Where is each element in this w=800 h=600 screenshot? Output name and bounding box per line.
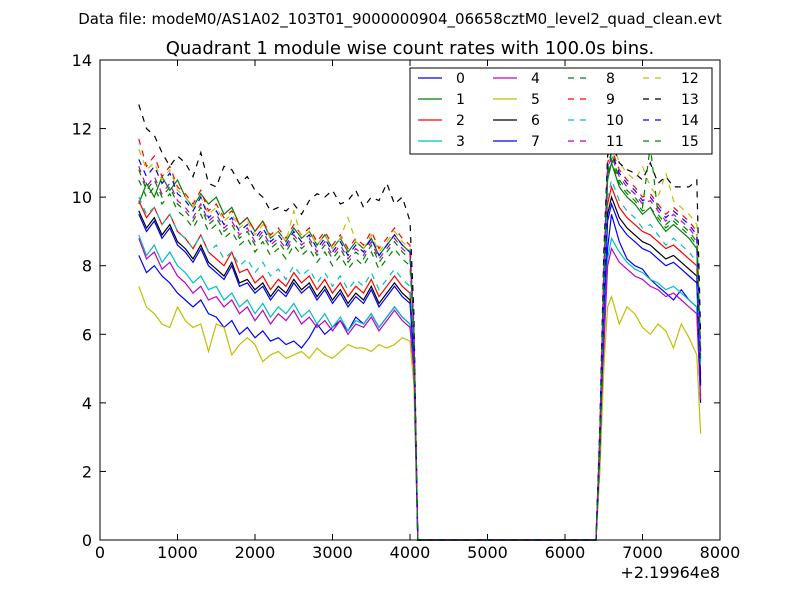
chart-suptitle: Data file: modeM0/AS1A02_103T01_90000009… bbox=[78, 10, 722, 29]
legend-label-1: 1 bbox=[456, 92, 465, 108]
legend-label-6: 6 bbox=[531, 113, 540, 129]
legend-label-11: 11 bbox=[606, 134, 624, 150]
ticks-layer: 0 1000 2000 3000 4000 5000 6000 7000 80000246810… bbox=[72, 51, 741, 562]
y-tick-label: 12 bbox=[72, 120, 92, 139]
x-tick-label: 1000 bbox=[157, 543, 198, 562]
x-tick-label: 2000 bbox=[235, 543, 276, 562]
legend-label-7: 7 bbox=[531, 134, 540, 150]
legend-label-2: 2 bbox=[456, 113, 465, 129]
x-tick-label: 4000 bbox=[390, 543, 431, 562]
y-tick-label: 0 bbox=[82, 531, 92, 550]
series-layer bbox=[138, 104, 702, 541]
legend-label-14: 14 bbox=[681, 113, 699, 129]
x-offset-label: +2.19964e8 bbox=[620, 563, 720, 582]
series-line-1 bbox=[138, 160, 702, 541]
legend-label-8: 8 bbox=[606, 71, 615, 87]
series-line-6 bbox=[138, 195, 702, 541]
y-tick-label: 14 bbox=[72, 51, 92, 70]
y-tick-label: 6 bbox=[82, 325, 92, 344]
legend-label-9: 9 bbox=[606, 92, 615, 108]
series-line-3 bbox=[138, 234, 702, 541]
chart-title: Quadrant 1 module wise count rates with … bbox=[166, 38, 655, 59]
x-tick-label: 5000 bbox=[467, 543, 508, 562]
y-tick-label: 10 bbox=[72, 188, 92, 207]
series-line-4 bbox=[138, 238, 702, 541]
series-line-15 bbox=[138, 145, 702, 541]
series-line-7 bbox=[138, 201, 702, 541]
legend-label-15: 15 bbox=[681, 134, 699, 150]
x-tick-label: 6000 bbox=[545, 543, 586, 562]
legend-label-13: 13 bbox=[681, 92, 699, 108]
y-tick-label: 4 bbox=[82, 394, 92, 413]
series-line-0 bbox=[138, 214, 702, 541]
y-tick-label: 8 bbox=[82, 257, 92, 276]
x-tick-label: 8000 bbox=[700, 543, 741, 562]
x-tick-label: 0 bbox=[95, 543, 105, 562]
legend-label-10: 10 bbox=[606, 113, 624, 129]
legend-label-3: 3 bbox=[456, 134, 465, 150]
legend-label-0: 0 bbox=[456, 71, 465, 87]
series-line-5 bbox=[138, 286, 702, 541]
legend-label-4: 4 bbox=[531, 71, 540, 87]
series-line-14 bbox=[138, 150, 702, 541]
x-tick-label: 3000 bbox=[312, 543, 353, 562]
y-tick-label: 2 bbox=[82, 462, 92, 481]
series-line-10 bbox=[138, 177, 702, 541]
legend-label-5: 5 bbox=[531, 92, 540, 108]
legend-label-12: 12 bbox=[681, 71, 699, 87]
series-line-2 bbox=[138, 184, 702, 541]
x-tick-label: 7000 bbox=[622, 543, 663, 562]
legend-box bbox=[409, 67, 713, 155]
